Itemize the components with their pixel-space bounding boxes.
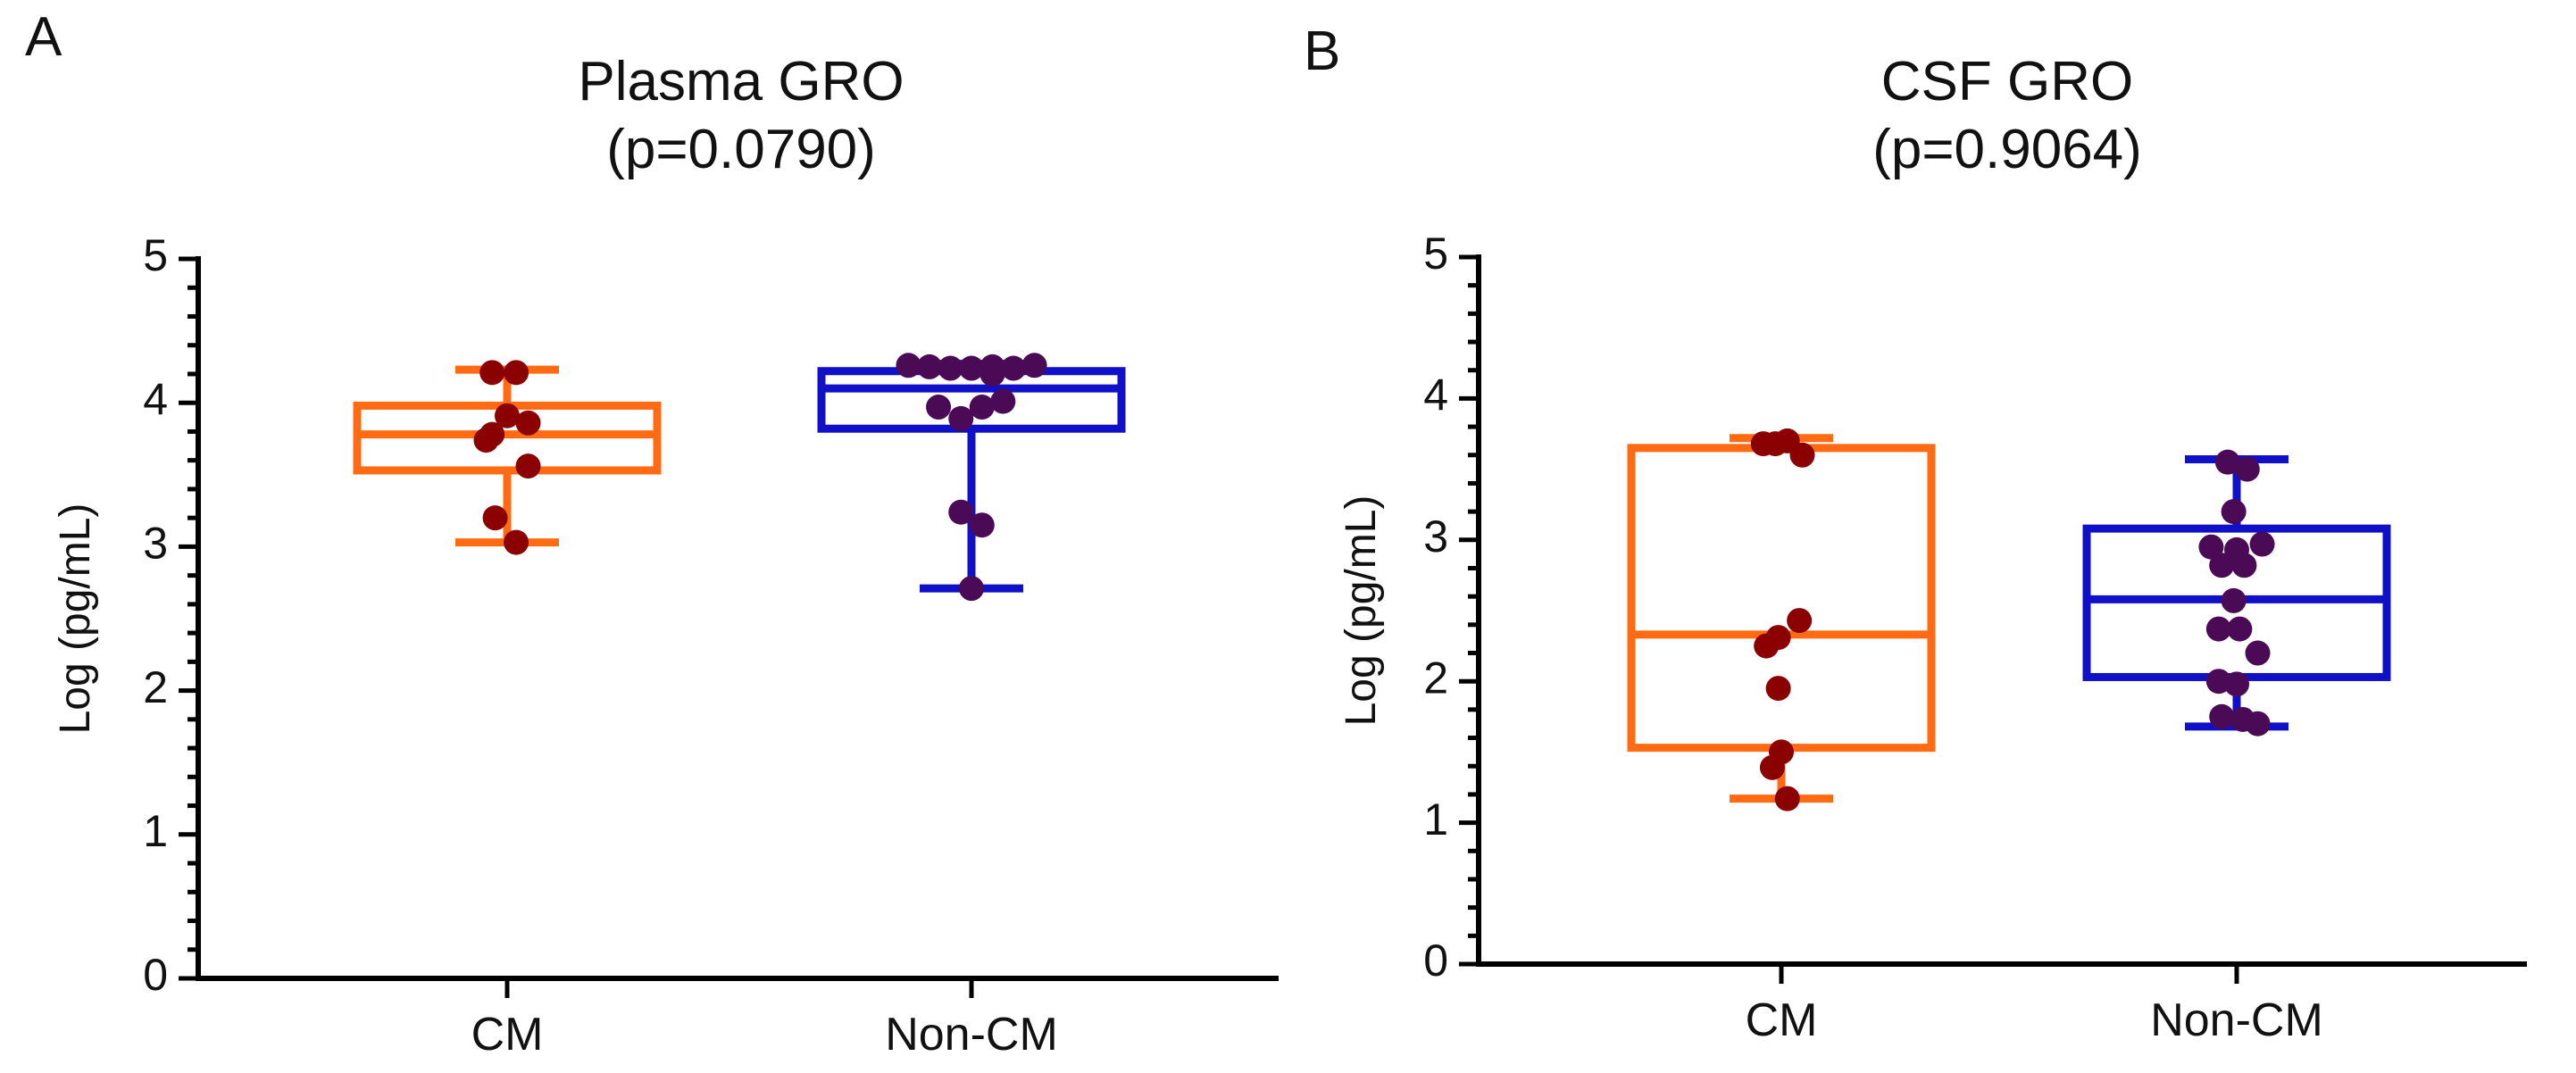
data-point — [959, 576, 984, 602]
chart-panel-b: B CSF GRO (p=0.9064) 0 1 2 3 4 5 Log (pg/mL) CM Non… — [1304, 21, 2527, 1046]
data-point — [2231, 553, 2257, 578]
data-point — [1759, 754, 1785, 780]
data-point — [2214, 449, 2240, 475]
y-tick-label: 2 — [1423, 653, 1448, 703]
data-point — [2209, 553, 2235, 578]
data-point — [495, 403, 520, 428]
chart-title: CSF GRO — [1881, 51, 2133, 112]
data-point — [1754, 633, 1780, 659]
data-point — [515, 453, 541, 479]
iqr-box — [1627, 444, 1936, 753]
box-group-non-cm — [2082, 449, 2391, 736]
box-group-cm — [353, 360, 662, 555]
data-point — [515, 410, 541, 436]
data-point — [1787, 608, 1813, 634]
data-point — [2221, 499, 2247, 525]
data-point — [2227, 616, 2253, 642]
y-tick-label: 5 — [1423, 229, 1448, 279]
y-tick-label: 0 — [1423, 936, 1448, 986]
data-point — [959, 355, 984, 381]
chart-subtitle: (p=0.0790) — [606, 119, 876, 180]
data-point — [504, 360, 529, 386]
data-point — [482, 505, 508, 531]
panel-letter: A — [25, 6, 63, 68]
x-tick-label: Non-CM — [2150, 994, 2323, 1046]
box-group-cm — [1627, 428, 1936, 811]
data-point — [2224, 671, 2249, 697]
data-point — [2209, 703, 2235, 729]
chart-panel-a: A Plasma GRO (p=0.0790) 0 1 2 3 4 5 Log (pg/mL) CM… — [25, 6, 1279, 1061]
data-point — [980, 361, 1005, 387]
chart-subtitle: (p=0.9064) — [1872, 119, 2142, 180]
data-point — [938, 355, 963, 381]
data-point — [2245, 640, 2271, 666]
data-point — [1774, 786, 1800, 811]
y-tick-label: 3 — [143, 519, 168, 569]
data-point — [990, 388, 1016, 414]
data-point — [948, 405, 974, 431]
x-tick-label: CM — [471, 1009, 544, 1061]
data-point — [473, 428, 499, 453]
data-point — [479, 360, 505, 386]
data-point — [2205, 616, 2231, 642]
data-point — [896, 353, 921, 378]
data-point — [916, 354, 942, 379]
data-point — [2221, 587, 2247, 613]
data-point — [1789, 442, 1815, 468]
y-tick-label: 1 — [143, 806, 168, 856]
x-tick-label: CM — [1746, 994, 1818, 1046]
data-point — [2198, 534, 2224, 560]
data-point — [504, 529, 529, 555]
y-tick-label: 1 — [1423, 794, 1448, 844]
panel-letter: B — [1304, 21, 1340, 82]
data-point — [1021, 353, 1047, 378]
data-point — [1001, 355, 1027, 381]
data-point — [2245, 711, 2271, 736]
chart-title: Plasma GRO — [578, 51, 904, 112]
y-tick-label: 4 — [143, 374, 168, 424]
data-point — [926, 395, 952, 420]
y-tick-label: 5 — [143, 230, 168, 280]
y-tick-label: 2 — [143, 662, 168, 712]
data-point — [1765, 676, 1791, 702]
box-group-non-cm — [817, 353, 1126, 602]
y-axis-title: Log (pg/mL) — [52, 503, 99, 735]
y-tick-label: 3 — [1423, 512, 1448, 561]
y-tick-label: 4 — [1423, 370, 1448, 420]
data-point — [2249, 531, 2275, 557]
data-point — [948, 499, 974, 525]
x-tick-label: Non-CM — [885, 1009, 1058, 1061]
data-point — [2234, 456, 2260, 482]
y-axis-title: Log (pg/mL) — [1338, 495, 1385, 727]
data-point — [969, 512, 995, 538]
y-tick-label: 0 — [143, 950, 168, 1000]
data-point — [969, 395, 995, 420]
